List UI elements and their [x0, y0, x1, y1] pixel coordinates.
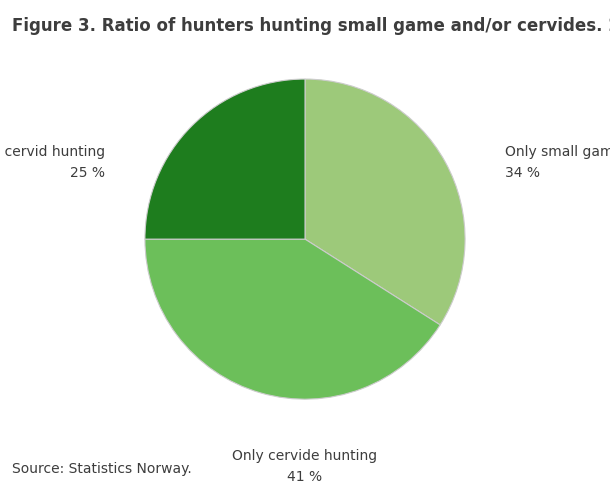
Text: Figure 3. Ratio of hunters hunting small game and/or cervides. 2013/2014: Figure 3. Ratio of hunters hunting small… [12, 17, 610, 35]
Wedge shape [145, 239, 440, 399]
Text: Only cervide hunting
41 %: Only cervide hunting 41 % [232, 449, 378, 484]
Text: Only small game hunting
34 %: Only small game hunting 34 % [505, 145, 610, 180]
Text: Source: Statistics Norway.: Source: Statistics Norway. [12, 462, 192, 476]
Text: Both small game and cervid hunting
25 %: Both small game and cervid hunting 25 % [0, 145, 105, 180]
Wedge shape [305, 79, 465, 325]
Wedge shape [145, 79, 305, 239]
